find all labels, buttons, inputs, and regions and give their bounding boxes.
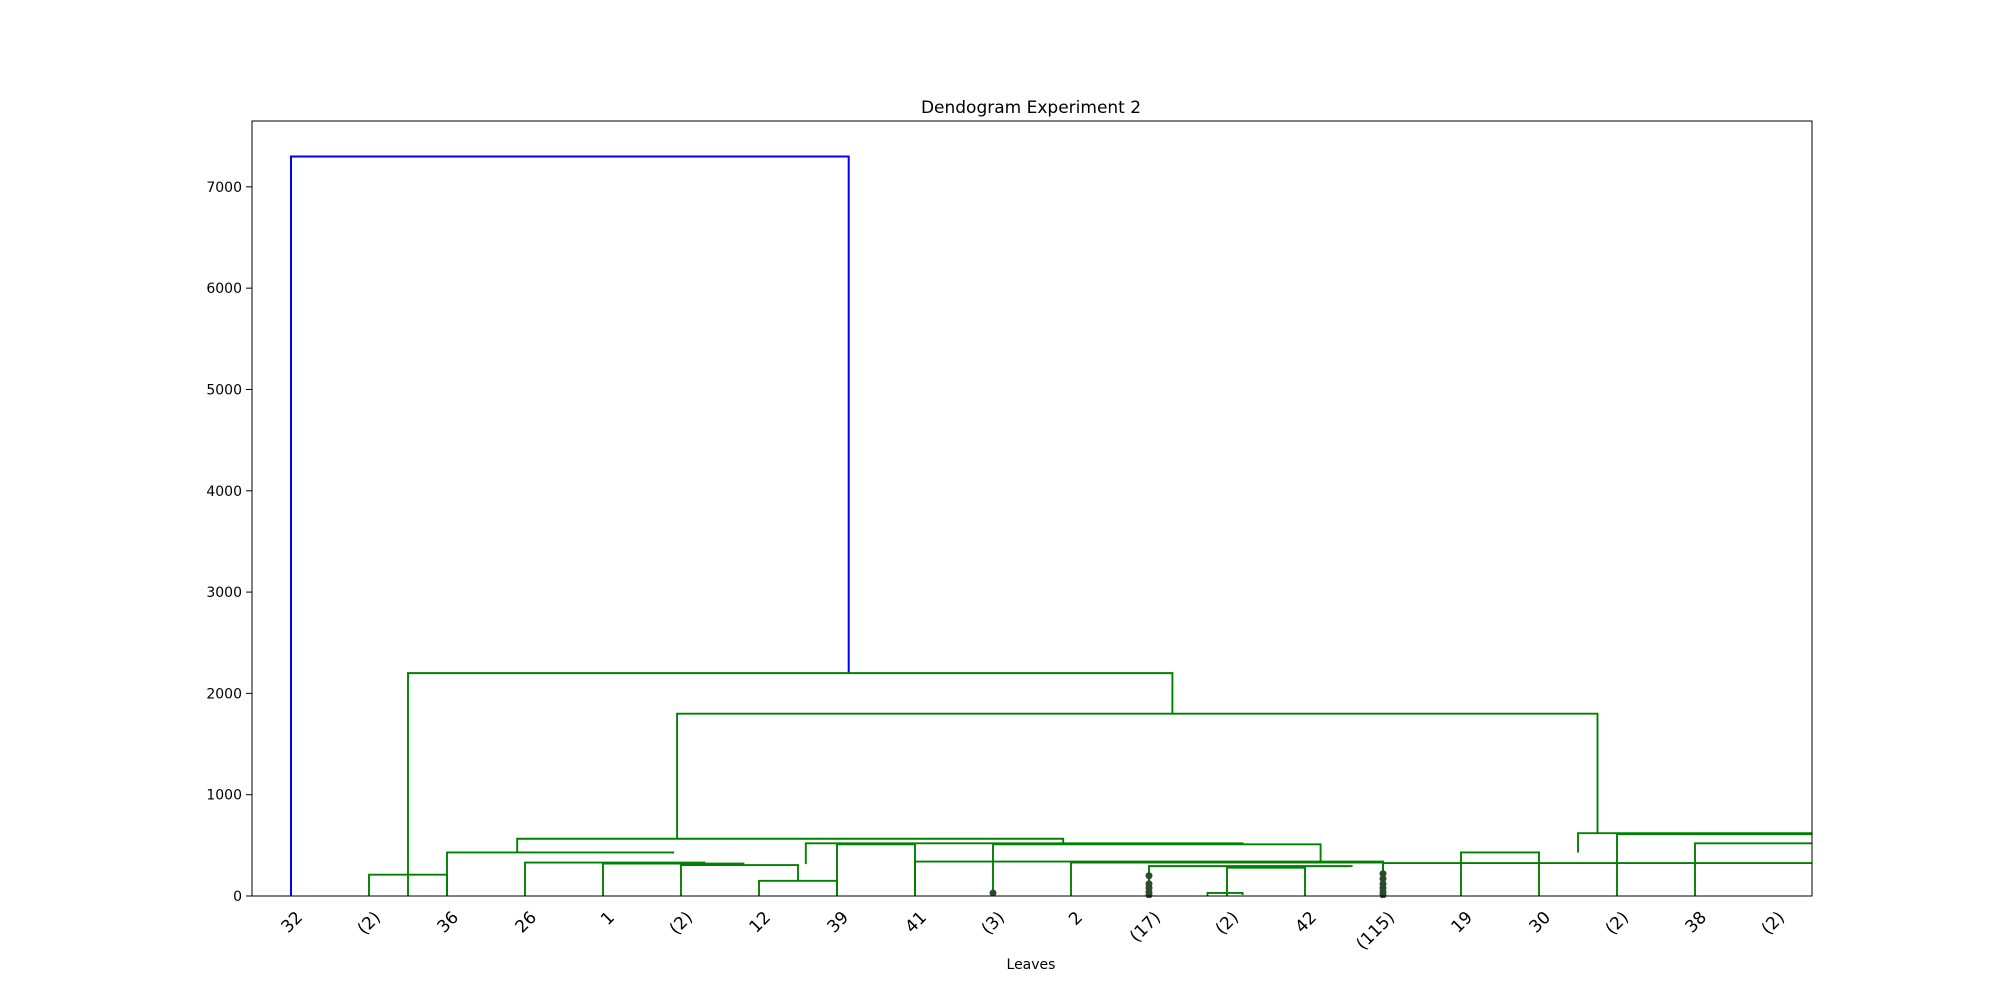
dendrogram-link [680, 864, 799, 896]
truncated-marker [1145, 891, 1153, 898]
dendrogram-link [446, 851, 675, 896]
y-tick-label: 3000 [206, 585, 242, 601]
truncated-marker [1379, 875, 1387, 883]
leaf-label: 36 [434, 908, 463, 937]
dendrogram-link [992, 843, 1322, 896]
leaf-label: (2) [1758, 908, 1789, 939]
dendrogram-link [290, 155, 850, 896]
leaf-label: (2) [1212, 908, 1243, 939]
x-axis: 32 (2) 36 26 1 (2) 12 39 41 (3) 2 (17) (2) 42 (115) 19 3… [278, 908, 1789, 954]
leaf-label: 32 [278, 908, 307, 937]
dendrogram-link [1577, 832, 1812, 853]
dendrogram-link [1206, 892, 1244, 896]
y-axis: 0 1000 2000 3000 4000 5000 6000 7000 [206, 180, 252, 905]
chart-title: Dendogram Experiment 2 [921, 98, 1141, 118]
dendrogram-link [676, 712, 1599, 839]
dendrogram-link [836, 843, 916, 896]
dendrogram-link [1226, 866, 1306, 896]
y-tick-label: 5000 [206, 382, 242, 398]
dendrogram-link [1460, 851, 1540, 896]
y-tick-label: 1000 [206, 788, 242, 804]
y-tick-label: 6000 [206, 281, 242, 297]
leaf-label: 1 [597, 908, 619, 930]
leaf-label: 30 [1526, 908, 1555, 937]
dendrogram-link [1616, 833, 1812, 896]
y-tick-label: 4000 [206, 484, 242, 500]
leaf-label: (2) [666, 908, 697, 939]
truncated-marker [1379, 870, 1387, 878]
leaf-label: 26 [512, 908, 541, 937]
leaf-label: (17) [1126, 908, 1165, 947]
truncated-marker [989, 889, 997, 897]
leaf-label: 41 [902, 908, 931, 937]
plot-frame [251, 120, 1813, 897]
leaf-label: 42 [1292, 908, 1321, 937]
leaf-label: 38 [1682, 908, 1711, 937]
plot-area [290, 155, 1812, 898]
y-tick-label: 7000 [206, 180, 242, 196]
y-tick-label: 0 [233, 889, 242, 905]
leaf-label: (3) [978, 908, 1009, 939]
dendrogram-link [1070, 861, 1383, 896]
dendrogram-link [1694, 842, 1812, 896]
leaf-label: 12 [746, 908, 775, 937]
leaf-label: (2) [1602, 908, 1633, 939]
truncated-marker [1145, 872, 1153, 880]
dendrogram-link [524, 861, 706, 896]
truncated-marker [1379, 891, 1387, 898]
dendrogram-link [758, 879, 838, 896]
leaf-label: 39 [824, 908, 853, 937]
leaf-label: 19 [1448, 908, 1477, 937]
dendrogram-link [1148, 865, 1353, 896]
leaf-label: (2) [354, 908, 385, 939]
y-tick-label: 2000 [206, 686, 242, 702]
dendrogram-link [602, 862, 745, 896]
dendrogram-link [407, 672, 1174, 896]
x-axis-label: Leaves [1007, 957, 1056, 973]
dendrogram-link [516, 837, 1065, 853]
leaf-label: 2 [1065, 908, 1087, 930]
leaf-label: (115) [1352, 908, 1398, 954]
